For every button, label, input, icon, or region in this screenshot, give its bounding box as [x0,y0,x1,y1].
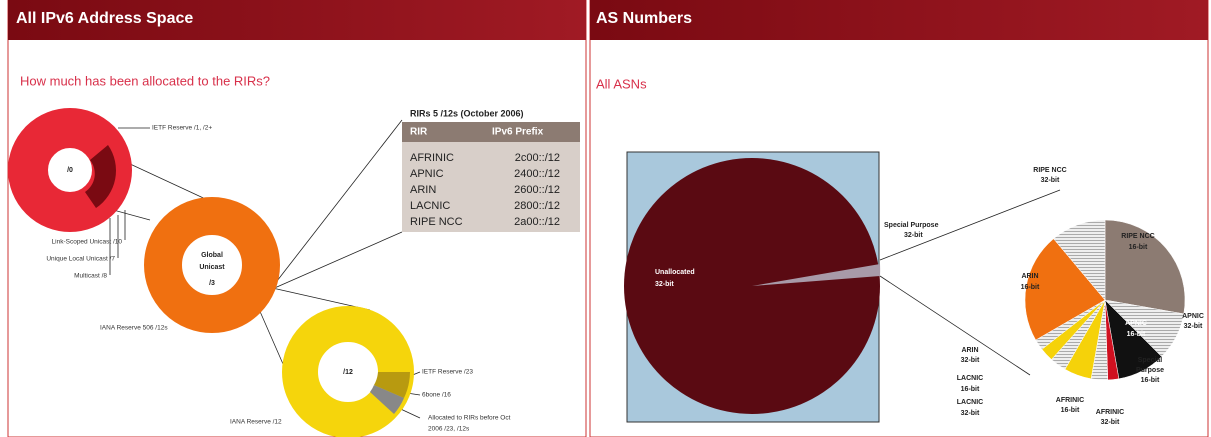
label: 32-bit [961,357,980,364]
label: 32-bit [1041,177,1060,184]
label: IETF Reserve /1, /2+ [152,125,212,132]
label: IETF Reserve /23 [422,369,473,376]
label: 32-bit [961,410,980,417]
donut-label: /0 [67,167,73,174]
label: APNIC [1182,313,1204,320]
table-cell: APNIC [410,168,444,180]
donut [144,197,280,333]
label: 32-bit [1184,323,1203,330]
table-cell: 2600::/12 [514,184,560,196]
pie-slice [1024,238,1106,341]
label: Multicast /8 [74,273,107,280]
label: AFRINIC [1096,409,1124,416]
label: RIPE NCC [1033,167,1066,174]
pie-slice [752,264,881,286]
donut-slice [370,385,404,414]
table-cell: ARIN [410,184,436,196]
title: AS Numbers [596,10,692,27]
table-title: RIRs 5 /12s (October 2006) [410,108,524,118]
label: 32-bit [904,232,923,239]
subtitle: All ASNs [596,76,647,91]
donut-label: Unicast [199,264,225,271]
label: IANA Reserve 506 /12s [100,325,168,332]
label: ARIN [961,347,978,354]
label: 2006 /23, /12s [428,426,470,433]
label: Allocated to RIRs before Oct [428,415,511,422]
pie-slice [1104,219,1186,315]
donut-label: Global [201,252,223,259]
label: AFRINIC [1056,397,1084,404]
left-header [8,0,586,40]
label: Unallocated [655,269,695,276]
label: LACNIC [957,375,983,382]
label: 16-bit [1127,331,1146,338]
table-cell: AFRINIC [410,152,454,164]
label: Special Purpose [884,222,939,229]
table-cell: 2a00::/12 [514,216,560,228]
label: RIPE NCC [1121,233,1154,240]
label: IANA Reserve /12 [230,419,282,426]
pie-slice [1053,219,1106,301]
donut-label: /3 [209,280,215,287]
label: Unique Local Unicast /7 [46,256,115,263]
table-cell: 2800::/12 [514,200,560,212]
label: 16-bit [961,386,980,393]
table-cell: LACNIC [410,200,450,212]
table-header-cell: IPv6 Prefix [492,127,544,138]
label: 32-bit [655,281,674,288]
label: APNIC [1125,320,1147,327]
table-cell: 2400::/12 [514,168,560,180]
label: LACNIC [957,399,983,406]
label: ARIN [1021,273,1038,280]
donut-slice [85,145,116,208]
label: 16-bit [1141,377,1160,384]
donut-label: /12 [343,369,353,376]
right-header [590,0,1208,40]
label: Link-Scoped Unicast /10 [52,239,123,246]
label: Special [1138,357,1163,364]
label: 6bone /16 [422,392,451,399]
donut-slice [374,372,410,398]
label: 16-bit [1021,284,1040,291]
table-header-cell: RIR [410,127,428,138]
label: 16-bit [1061,407,1080,414]
label: Purpose [1136,367,1164,374]
title: All IPv6 Address Space [16,10,193,27]
label: 16-bit [1129,244,1148,251]
label: 32-bit [1101,419,1120,426]
subtitle: How much has been allocated to the RIRs? [20,73,270,88]
table-cell: RIPE NCC [410,216,463,228]
table-header [402,122,580,142]
table-cell: 2c00::/12 [515,152,560,164]
